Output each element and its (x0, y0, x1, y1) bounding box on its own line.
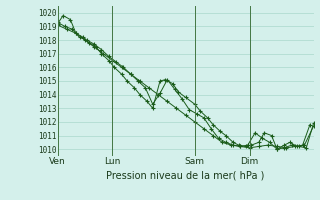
X-axis label: Pression niveau de la mer( hPa ): Pression niveau de la mer( hPa ) (107, 171, 265, 181)
